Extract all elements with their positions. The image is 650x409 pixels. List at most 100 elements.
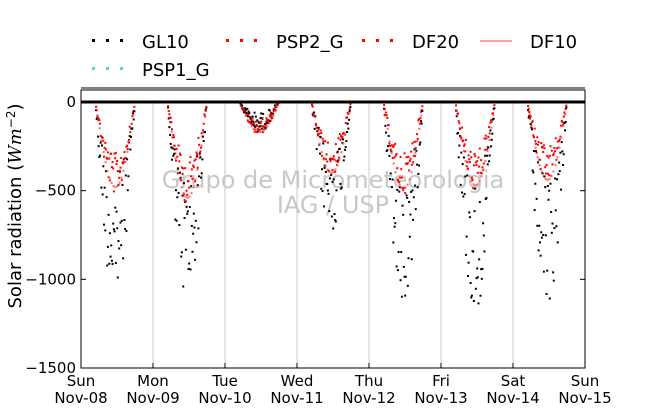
red-series-point [546,172,549,175]
red-series-point [556,147,559,150]
red-series-point [326,160,329,163]
gl10-point [311,113,314,116]
gl10-point [112,222,115,225]
red-series-point [564,108,567,111]
df10-point [188,195,191,198]
gl10-point [544,234,547,237]
red-series-point [256,125,259,128]
gl10-point [176,196,179,199]
gl10-point [458,144,461,147]
legend: GL10 PSP2_G DF20 DF10 PSP1_G [92,32,577,81]
red-series-point [248,120,251,123]
gl10-point [187,267,190,270]
red-series-point [274,108,277,111]
gl10-point [204,131,207,134]
gl10-point [185,205,188,208]
gl10-point [554,209,557,212]
gl10-point [470,296,473,299]
red-series-point [133,105,136,108]
gl10-point [482,222,485,225]
red-series-point [104,148,107,151]
df10-point [412,162,415,165]
red-series-point [487,135,490,138]
red-series-point [404,162,407,165]
gl10-point [188,262,191,265]
gl10-point [396,269,399,272]
red-series-point [464,138,467,141]
red-series-point [188,161,191,164]
red-series-point [325,153,328,156]
gl10-point [387,145,390,148]
gl10-point [491,132,494,135]
gl10-point [201,158,204,161]
df10-point [468,175,471,178]
gl10-point [398,190,401,193]
red-series-point [197,136,200,139]
red-series-point [116,170,119,173]
gl10-point [248,111,251,114]
red-series-point [457,120,460,123]
legend-marker [376,39,379,42]
red-series-point [411,142,414,145]
gl10-point [180,251,183,254]
df10-point [132,114,135,117]
red-series-point [249,115,252,118]
red-series-point [396,167,399,170]
red-series-point [561,121,564,124]
df10-point [560,136,563,139]
red-series-point [346,111,349,114]
gl10-point [183,216,186,219]
df10-point [386,127,389,130]
red-series-point [195,151,198,154]
gl10-point [412,218,415,221]
gl10-point [408,235,411,238]
red-series-point [337,137,340,140]
red-series-point [484,134,487,137]
gl10-point [349,105,352,108]
gl10-point [389,172,392,175]
y-tick-label: −1500 [25,359,76,377]
red-series-point [316,126,319,129]
red-series-point [131,115,134,118]
gl10-point [181,194,184,197]
red-series-point [556,140,559,143]
df10-point [250,125,253,128]
gl10-point [488,154,491,157]
gl10-point [490,145,493,148]
gl10-point [406,196,409,199]
x-tick-label-date: Nov-14 [486,389,539,407]
legend-df20: DF20 [362,32,459,53]
gl10-point [413,148,416,151]
gl10-point [482,234,485,237]
gl10-point [548,297,551,300]
red-series-point [104,141,107,144]
red-series-point [558,140,561,143]
red-series-point [184,167,187,170]
gl10-point [96,115,99,118]
gl10-point [487,146,490,149]
gl10-point [202,135,205,138]
red-series-point [257,128,260,131]
legend-marker [120,39,123,42]
gl10-point [493,107,496,110]
red-series-point [486,148,489,151]
df10-point [476,183,479,186]
red-series-point [419,117,422,120]
gl10-point [251,115,254,118]
gl10-point [389,177,391,180]
red-series-point [108,179,111,182]
red-series-point [343,132,346,135]
red-series-point [255,131,258,134]
gl10-point [173,152,175,155]
red-series-point [552,152,555,155]
red-series-point [187,180,190,183]
red-series-point [322,157,325,160]
red-series-point [533,127,536,130]
gl10-point [253,111,256,114]
df10-point [198,157,201,160]
red-series-point [110,166,113,169]
gl10-point [313,127,316,130]
red-series-point [542,144,545,147]
df10-point [460,138,463,141]
gl10-point [332,178,335,181]
